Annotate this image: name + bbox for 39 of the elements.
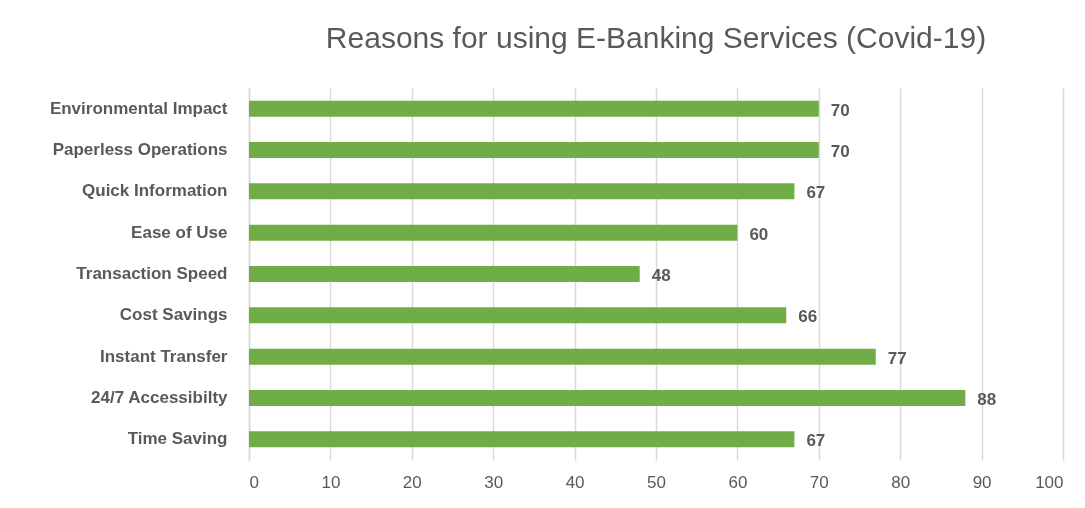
data-label: 88 bbox=[977, 390, 997, 409]
x-tick-label: 100 bbox=[1035, 472, 1064, 492]
bar bbox=[249, 142, 819, 158]
x-tick-label: 60 bbox=[728, 472, 748, 492]
x-tick-label: 70 bbox=[809, 472, 829, 492]
bar bbox=[249, 183, 795, 200]
x-tick-label: 30 bbox=[484, 472, 504, 492]
data-label: 70 bbox=[830, 100, 850, 120]
y-tick-label: Transaction Speed bbox=[76, 264, 228, 283]
bar bbox=[249, 266, 640, 282]
bar bbox=[249, 307, 787, 324]
y-tick-label: Instant Transfer bbox=[99, 346, 228, 366]
y-tick-label: Environmental Impact bbox=[49, 98, 228, 118]
data-label: 67 bbox=[806, 183, 826, 203]
bar bbox=[249, 390, 966, 406]
data-label: 70 bbox=[830, 142, 850, 161]
chart-title: Reasons for using E-Banking Services (Covid-19) bbox=[325, 21, 987, 54]
y-tick-label: Quick Information bbox=[82, 181, 228, 201]
y-tick-label: Paperless Operations bbox=[52, 140, 228, 159]
x-tick-label: 90 bbox=[972, 472, 992, 492]
bar bbox=[249, 100, 819, 117]
y-tick-label: Time Saving bbox=[127, 429, 228, 449]
bar bbox=[249, 348, 876, 365]
y-tick-label: Ease of Use bbox=[131, 222, 228, 242]
data-label: 66 bbox=[798, 307, 818, 327]
y-tick-label: Cost Savings bbox=[119, 305, 228, 325]
bar bbox=[249, 224, 738, 241]
x-tick-label: 40 bbox=[565, 472, 585, 492]
data-label: 60 bbox=[749, 224, 769, 244]
x-tick-label: 10 bbox=[321, 472, 341, 492]
x-tick-label: 0 bbox=[249, 472, 259, 492]
x-tick-label: 20 bbox=[402, 472, 422, 492]
x-tick-label: 80 bbox=[891, 472, 911, 492]
data-label: 77 bbox=[887, 348, 907, 368]
data-label: 67 bbox=[806, 431, 826, 451]
y-tick-label: 24/7 Accessibilty bbox=[91, 388, 229, 407]
bar bbox=[249, 431, 795, 448]
x-tick-label: 50 bbox=[647, 472, 666, 492]
data-label: 48 bbox=[651, 266, 671, 285]
